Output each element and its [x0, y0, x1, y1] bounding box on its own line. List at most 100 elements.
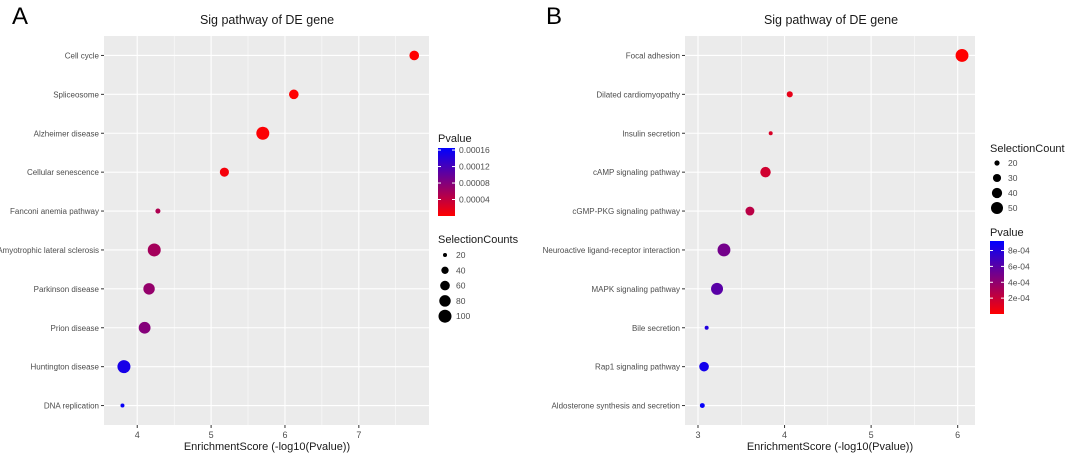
colorbar-tick-label: 6e-04: [1008, 261, 1030, 271]
point-alzheimer-disease: [256, 126, 270, 140]
y-label-fanconi-anemia-pathway: Fanconi anemia pathway: [10, 207, 99, 216]
point-cgmp-pkg-signaling-pathway: [745, 206, 755, 216]
point-huntington-disease: [117, 360, 131, 374]
x-tick-label: 5: [869, 430, 874, 440]
x-tick-label: 4: [782, 430, 787, 440]
size-legend-a: 20 40 60 80 100: [438, 250, 470, 323]
point-cellular-senescence: [219, 167, 229, 177]
panel-letter-b: B: [546, 3, 562, 30]
y-label-camp-signaling-pathway: cAMP signaling pathway: [593, 168, 680, 177]
point-dilated-cardiomyopathy: [786, 91, 793, 98]
colorbar-a: [438, 148, 455, 216]
size-legend-dot: [992, 173, 1002, 183]
grid-b: [685, 36, 975, 425]
point-dna-replication: [120, 403, 125, 408]
panel-b: Sig pathway of DE gene Focal adhesion Dil…: [543, 13, 1065, 453]
point-neuroactive-ligand-receptor-interaction: [717, 243, 731, 257]
y-label-amyotrophic-lateral-sclerosis: Amyotrophic lateral sclerosis: [0, 246, 99, 255]
colorbar-tick-label: 4e-04: [1008, 277, 1030, 287]
colorbar-tick-label: 0.00016: [459, 145, 490, 155]
colorbar-b: [990, 241, 1004, 314]
panel-letter-a: A: [12, 3, 28, 30]
colorbar-title-a: Pvalue: [438, 133, 472, 145]
size-legend-dot: [994, 160, 1000, 166]
size-legend-dot: [440, 280, 450, 291]
x-tick-label: 6: [282, 430, 287, 440]
colorbar-tick-label: 8e-04: [1008, 246, 1030, 256]
size-legend-label: 80: [456, 296, 466, 306]
y-label-focal-adhesion: Focal adhesion: [626, 51, 680, 60]
points-b: [699, 49, 969, 409]
size-legend-label: 60: [456, 281, 466, 291]
x-tick-label: 3: [695, 430, 700, 440]
size-legend-title-b: SelectionCounts: [990, 143, 1065, 155]
y-axis-labels-b: Focal adhesion Dilated cardiomyopathy Insu…: [543, 51, 685, 411]
point-prion-disease: [138, 321, 151, 334]
point-fanconi-anemia-pathway: [155, 208, 161, 214]
size-legend-b: 20 30 40 50: [991, 158, 1018, 214]
point-camp-signaling-pathway: [760, 166, 771, 178]
y-label-mapk-signaling-pathway: MAPK signaling pathway: [592, 285, 681, 294]
x-axis-ticks-b: 3 4 5 6: [695, 425, 960, 440]
size-legend-dot: [991, 202, 1003, 214]
size-legend-label: 20: [1008, 158, 1018, 168]
x-tick-label: 5: [209, 430, 214, 440]
colorbar-ticks-b: 2e-04 4e-04 6e-04 8e-04: [990, 246, 1030, 303]
point-focal-adhesion: [955, 49, 969, 62]
x-axis-label-a: EnrichmentScore (-log10(Pvalue)): [184, 441, 350, 453]
colorbar-ticks-a: 0.00004 0.00008 0.00012 0.00016: [438, 145, 490, 205]
point-insulin-secretion: [768, 131, 773, 136]
size-legend-label: 30: [1008, 173, 1018, 183]
colorbar-tick-label: 2e-04: [1008, 293, 1030, 303]
plot-area-a: [104, 36, 429, 425]
point-cell-cycle: [409, 50, 420, 61]
y-label-neuroactive-ligand-receptor-interaction: Neuroactive ligand-receptor interaction: [543, 246, 680, 255]
colorbar-title-b: Pvalue: [990, 227, 1024, 239]
x-tick-label: 4: [135, 430, 140, 440]
y-label-rap1-signaling-pathway: Rap1 signaling pathway: [595, 363, 680, 372]
size-legend-dot: [438, 309, 452, 323]
points-a: [117, 50, 420, 408]
y-label-insulin-secretion: Insulin secretion: [622, 129, 680, 138]
plot-area-b: [685, 36, 975, 425]
point-spliceosome: [289, 89, 299, 100]
y-axis-labels-a: Cell cycle Spliceosome Alzheimer disease Ce…: [0, 51, 104, 411]
x-tick-label: 7: [356, 430, 361, 440]
size-legend-label: 20: [456, 250, 466, 260]
colorbar-tick-label: 0.00012: [459, 162, 490, 172]
panel-a: Sig pathway of DE gene Cell cycle Spliceo…: [0, 13, 519, 453]
x-axis-label-b: EnrichmentScore (-log10(Pvalue)): [747, 441, 913, 453]
y-label-bile-secretion: Bile secretion: [632, 324, 680, 333]
point-aldosterone-synthesis-and-secretion: [699, 403, 705, 409]
size-legend-title-a: SelectionCounts: [438, 234, 519, 246]
y-label-dna-replication: DNA replication: [44, 402, 99, 411]
x-tick-label: 6: [955, 430, 960, 440]
size-legend-label: 50: [1008, 203, 1018, 213]
y-label-cellular-senescence: Cellular senescence: [27, 168, 100, 177]
size-legend-dot: [991, 187, 1003, 199]
y-label-alzheimer-disease: Alzheimer disease: [34, 129, 100, 138]
y-label-spliceosome: Spliceosome: [53, 90, 99, 99]
y-label-huntington-disease: Huntington disease: [31, 363, 100, 372]
point-rap1-signaling-pathway: [699, 361, 709, 372]
colorbar-tick-label: 0.00004: [459, 195, 490, 205]
colorbar-tick-label: 0.00008: [459, 178, 490, 188]
size-legend-label: 40: [1008, 188, 1018, 198]
size-legend-dot: [439, 295, 451, 307]
size-legend-dot: [441, 266, 449, 274]
size-legend-label: 100: [456, 311, 470, 321]
y-label-cell-cycle: Cell cycle: [65, 51, 100, 60]
chart-title-a: Sig pathway of DE gene: [200, 13, 334, 27]
point-bile-secretion: [704, 325, 709, 330]
y-label-parkinson-disease: Parkinson disease: [34, 285, 100, 294]
size-legend-dot: [443, 253, 447, 257]
point-amyotrophic-lateral-sclerosis: [147, 243, 161, 257]
y-label-dilated-cardiomyopathy: Dilated cardiomyopathy: [596, 90, 680, 99]
y-label-cgmp-pkg-signaling-pathway: cGMP-PKG signaling pathway: [572, 207, 680, 216]
x-axis-ticks-a: 4 5 6 7: [135, 425, 361, 440]
y-label-aldosterone-synthesis-and-secretion: Aldosterone synthesis and secretion: [551, 402, 680, 411]
chart-title-b: Sig pathway of DE gene: [764, 13, 898, 27]
point-parkinson-disease: [143, 283, 155, 295]
point-mapk-signaling-pathway: [711, 282, 724, 295]
